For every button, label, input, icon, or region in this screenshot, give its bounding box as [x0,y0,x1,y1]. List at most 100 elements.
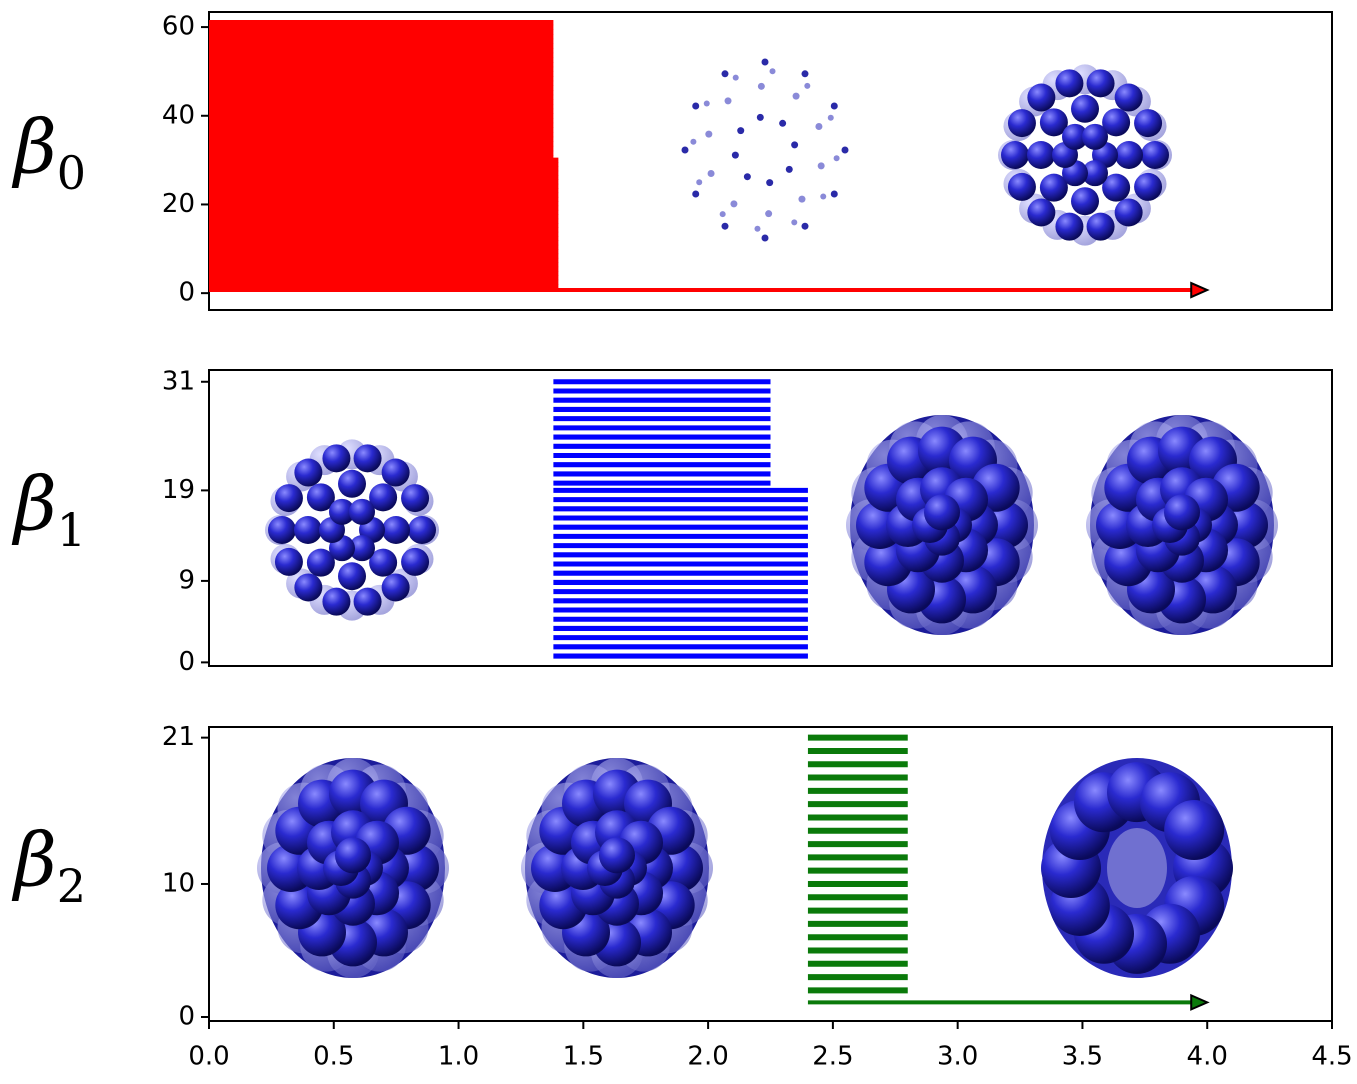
interval-group [209,160,558,286]
y-tick-label: 0 [178,278,195,308]
atom [798,196,805,203]
atom [354,588,382,616]
atom [791,141,798,148]
atom [382,573,410,601]
atom [770,68,776,74]
atom [831,191,838,198]
atom [765,210,772,217]
atom [1141,141,1169,169]
atom [335,837,371,873]
x-tick-label: 2.0 [687,1042,728,1072]
panel-label: β1 [11,461,86,557]
atom [338,470,366,498]
y-tick-label: 21 [162,722,195,752]
atom [1082,124,1108,150]
atom [1071,95,1099,123]
atom [1001,141,1029,169]
y-tick-label: 0 [178,1002,195,1032]
atom [349,499,375,525]
atom [294,573,322,601]
x-tick-label: 1.0 [438,1042,479,1072]
atom [1027,198,1055,226]
atom [1134,173,1162,201]
atom [1027,84,1055,112]
atom [708,170,715,177]
atom [793,93,800,100]
x-tick-label: 0.5 [313,1042,354,1072]
atom [1055,213,1083,241]
cavity [1107,828,1167,908]
y-tick-label: 0 [178,647,195,677]
x-tick-label: 3.0 [937,1042,978,1072]
interval-group [808,738,908,991]
atom [818,162,825,169]
atom [815,123,822,130]
atom [692,103,699,110]
atom [831,103,838,110]
x-tick-label: 4.0 [1187,1042,1228,1072]
atom [705,131,712,138]
atom [732,152,739,159]
atom [322,588,350,616]
interval-group [209,23,553,158]
x-tick-label: 2.5 [812,1042,853,1072]
atom [690,139,696,145]
x-tick-label: 1.5 [563,1042,604,1072]
atom [322,444,350,472]
atom [382,459,410,487]
x-tick-label: 3.5 [1062,1042,1103,1072]
atom [696,179,702,185]
atom [725,97,732,104]
atom [737,127,744,134]
panel-label-subscript: 2 [57,859,86,913]
interval-group [553,382,770,483]
atom [1115,84,1143,112]
atom [754,226,760,232]
atom [762,235,769,242]
y-tick-label: 19 [162,475,195,505]
y-tick-label: 10 [162,868,195,898]
atom [268,516,296,544]
atom [834,155,840,161]
atom [842,147,849,154]
atom [758,83,765,90]
y-tick-label: 31 [162,366,195,396]
atom [828,115,834,121]
atom [275,484,303,512]
atom [720,211,726,217]
atom [802,70,809,77]
atom [722,70,729,77]
panel-label: β0 [11,104,86,200]
atom [682,147,689,154]
y-tick-label: 40 [162,100,195,130]
y-tick-label: 60 [162,12,195,42]
atom [786,166,793,173]
atom [802,223,809,230]
panel-label-subscript: 1 [57,503,86,557]
arrow-head [1191,995,1207,1009]
atom [1027,141,1055,169]
atom [354,444,382,472]
atom [1134,109,1162,137]
atom [1071,187,1099,215]
atom [1115,141,1143,169]
atom [1115,198,1143,226]
atom [599,837,635,873]
atom [692,191,699,198]
atom [766,179,773,186]
atom [294,459,322,487]
atom [791,219,797,225]
atom [722,223,729,230]
atom [704,100,710,106]
atom [401,548,429,576]
atom [1008,109,1036,137]
atom [730,200,737,207]
atom [820,194,826,200]
figure: β00204060β1091931β2010210.00.51.01.52.02… [0,0,1357,1084]
atom [338,562,366,590]
y-tick-label: 20 [162,189,195,219]
atom [924,494,960,530]
atom [294,516,322,544]
atom [804,83,810,89]
y-tick-label: 9 [178,565,195,595]
